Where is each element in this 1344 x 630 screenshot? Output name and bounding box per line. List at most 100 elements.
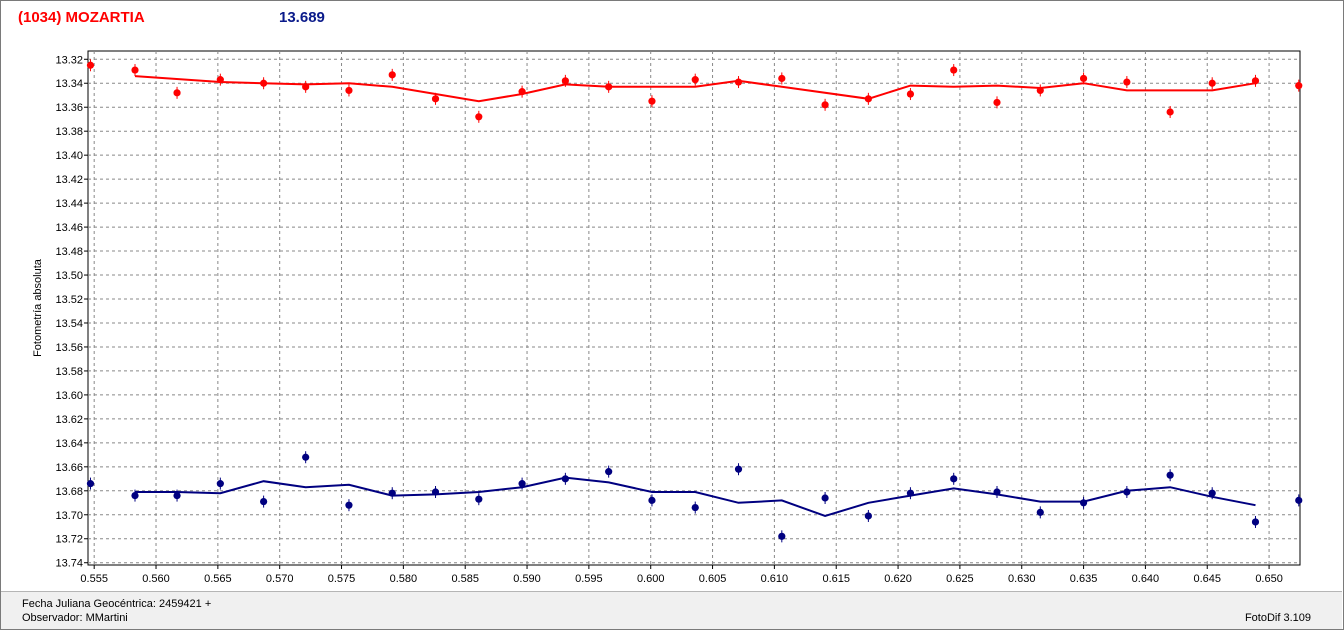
y-tick-label: 13.58 (55, 366, 83, 378)
data-point (260, 77, 268, 90)
point-marker (1079, 499, 1088, 507)
point-marker (518, 480, 526, 488)
data-point (821, 98, 829, 111)
data-point (1166, 469, 1174, 482)
x-tick-label: 0.640 (1132, 573, 1160, 585)
point-marker (821, 494, 829, 502)
y-tick-label: 13.46 (55, 222, 83, 234)
point-marker (173, 89, 181, 97)
x-tick-label: 0.555 (80, 573, 108, 585)
data-point (1295, 79, 1303, 92)
data-point (648, 95, 656, 108)
observer-label: Observador: MMartini (22, 612, 128, 624)
data-point (131, 64, 139, 77)
point-marker (605, 83, 613, 91)
point-marker (1251, 518, 1260, 526)
y-axis: 13.32 13.34 13.36 13.38 13.40 13.42 13.44 13.46… (55, 54, 88, 570)
data-point (86, 59, 95, 72)
data-point (131, 489, 139, 502)
software-label: FotoDif 3.109 (1244, 612, 1311, 624)
magnitude-value: 13.689 (279, 9, 325, 26)
data-point (518, 85, 526, 98)
data-point (1079, 496, 1088, 509)
data-point (950, 472, 958, 485)
point-marker (561, 475, 569, 483)
x-tick-label: 0.560 (142, 573, 170, 585)
point-marker (173, 491, 181, 500)
data-point (173, 86, 181, 99)
point-marker (1166, 108, 1174, 116)
y-tick-label: 13.72 (55, 534, 83, 546)
lightcurve-chart: 13.32 13.34 13.36 13.38 13.40 13.42 13.44 13.46… (32, 50, 1303, 585)
data-point (778, 530, 786, 543)
data-point (605, 465, 613, 478)
x-tick-label: 0.590 (513, 573, 541, 585)
x-tick-label: 0.625 (946, 573, 974, 585)
x-tick-label: 0.600 (637, 573, 665, 585)
data-point (475, 493, 483, 506)
plot-area (87, 50, 1301, 566)
point-marker (216, 480, 224, 488)
y-tick-label: 13.52 (55, 294, 83, 306)
fit-line-2 (135, 476, 1256, 518)
data-point (821, 491, 829, 504)
grid (88, 51, 1300, 565)
data-point (1079, 72, 1088, 85)
point-marker (260, 497, 268, 506)
point-marker (345, 86, 353, 95)
x-tick-label: 0.580 (390, 573, 418, 585)
point-marker (561, 77, 569, 85)
x-tick-label: 0.595 (575, 573, 603, 585)
x-tick-label: 0.645 (1193, 573, 1221, 585)
data-point (561, 472, 569, 485)
data-point (691, 501, 699, 514)
x-tick-label: 0.630 (1008, 573, 1036, 585)
data-point (1036, 84, 1044, 97)
data-point (1123, 485, 1131, 498)
point-marker (864, 512, 872, 520)
data-point (216, 477, 224, 490)
data-point (518, 477, 526, 490)
data-point (648, 494, 656, 507)
x-tick-label: 0.565 (204, 573, 232, 585)
x-tick-label: 0.605 (699, 573, 727, 585)
point-marker (475, 495, 483, 503)
point-marker (1295, 82, 1303, 90)
data-point (605, 80, 613, 93)
y-tick-label: 13.42 (55, 174, 83, 186)
y-tick-label: 13.38 (55, 126, 83, 138)
point-marker (691, 76, 699, 84)
data-point (345, 499, 353, 512)
point-marker (821, 101, 829, 109)
date-label: Fecha Juliana Geocéntrica: 2459421 + (22, 598, 212, 610)
point-marker (388, 489, 396, 497)
y-tick-label: 13.66 (55, 462, 83, 474)
data-point (906, 487, 915, 500)
point-marker (1166, 471, 1174, 479)
data-point (864, 92, 872, 105)
data-point (302, 451, 310, 464)
data-point (302, 80, 310, 93)
data-point (475, 110, 483, 123)
data-point (778, 72, 786, 85)
data-point (1208, 77, 1216, 90)
point-marker (734, 78, 743, 86)
point-marker (605, 468, 613, 476)
data-point (950, 64, 958, 77)
point-marker (950, 66, 958, 74)
y-tick-label: 13.74 (55, 558, 83, 570)
data-point (1208, 487, 1216, 500)
point-marker (518, 88, 526, 96)
point-marker (431, 95, 440, 103)
point-marker (1123, 78, 1131, 86)
data-point (345, 84, 353, 97)
data-point (734, 463, 743, 476)
y-tick-label: 13.48 (55, 246, 83, 258)
x-tick-label: 0.610 (761, 573, 789, 585)
y-tick-label: 13.34 (55, 78, 83, 90)
data-point (691, 73, 699, 86)
point-marker (260, 79, 268, 87)
point-marker (302, 83, 310, 91)
data-point (1251, 74, 1260, 87)
point-marker (1036, 86, 1044, 95)
